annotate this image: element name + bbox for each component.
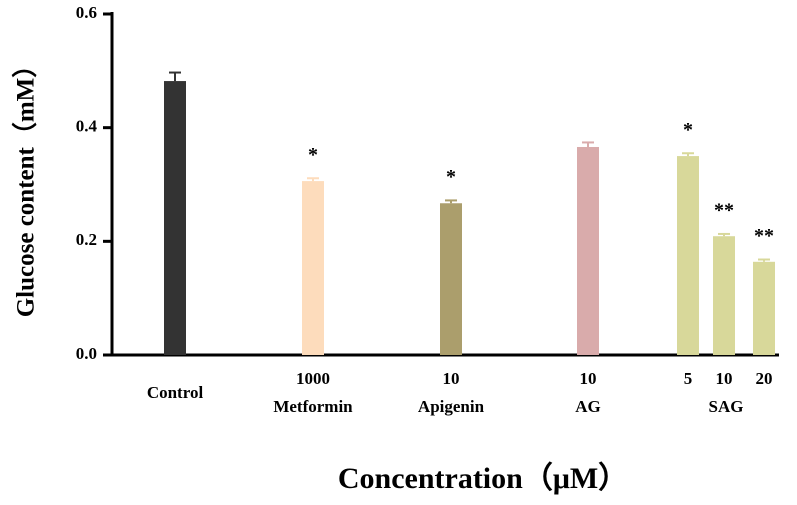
x-tick-label: 10 xyxy=(716,369,733,388)
bar xyxy=(677,156,699,355)
y-axis-label: Glucose content（mM） xyxy=(11,53,40,318)
x-tick-label: 5 xyxy=(684,369,693,388)
bar xyxy=(302,181,324,355)
significance-label: * xyxy=(308,144,318,166)
significance-label: ** xyxy=(714,200,734,222)
x-axis-label: Concentration（μM） xyxy=(338,461,628,495)
y-tick-label: 0.0 xyxy=(76,344,97,363)
group-label: AG xyxy=(575,397,601,416)
x-tick-label: 20 xyxy=(756,369,773,388)
x-tick-label: Control xyxy=(147,383,204,402)
x-tick-label: 10 xyxy=(580,369,597,388)
group-label: Apigenin xyxy=(418,397,485,416)
bar xyxy=(713,236,735,355)
bar xyxy=(577,146,599,355)
group-label: SAG xyxy=(709,397,744,416)
bar xyxy=(440,203,462,355)
significance-label: * xyxy=(446,166,456,188)
bar xyxy=(753,261,775,355)
bar xyxy=(164,81,186,356)
y-tick-label: 0.4 xyxy=(76,117,98,136)
group-label: Metformin xyxy=(273,397,353,416)
x-tick-label: 10 xyxy=(443,369,460,388)
x-tick-label: 1000 xyxy=(296,369,330,388)
significance-label: * xyxy=(683,119,693,141)
y-tick-label: 0.2 xyxy=(76,230,97,249)
significance-label: ** xyxy=(754,225,774,247)
y-tick-label: 0.6 xyxy=(76,3,97,22)
